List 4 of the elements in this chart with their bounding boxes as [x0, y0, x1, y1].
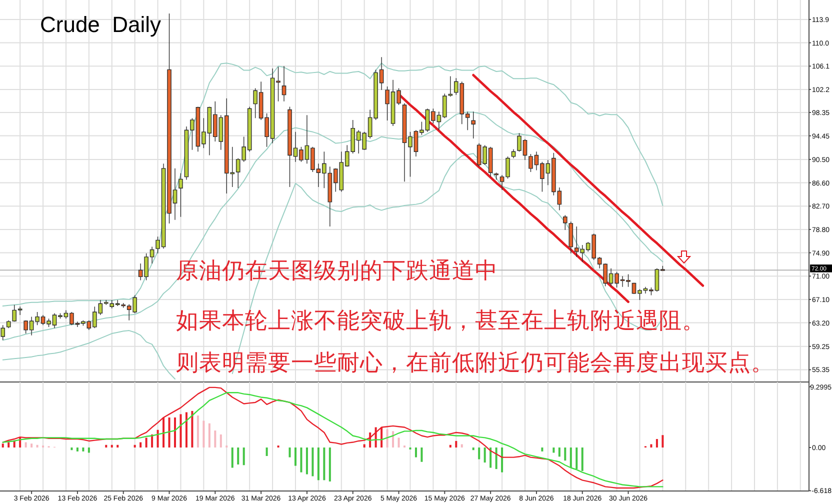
- annotation: 则表明需要一些耐心，在前低附近仍可能会再度出现买点。: [176, 350, 774, 375]
- annotation: 如果本轮上涨不能突破上轨，甚至在上轨附近遇阻。: [176, 308, 705, 333]
- annotation: 原油仍在天图级别的下跌通道中: [176, 258, 498, 283]
- title: Crude Daily: [40, 12, 162, 37]
